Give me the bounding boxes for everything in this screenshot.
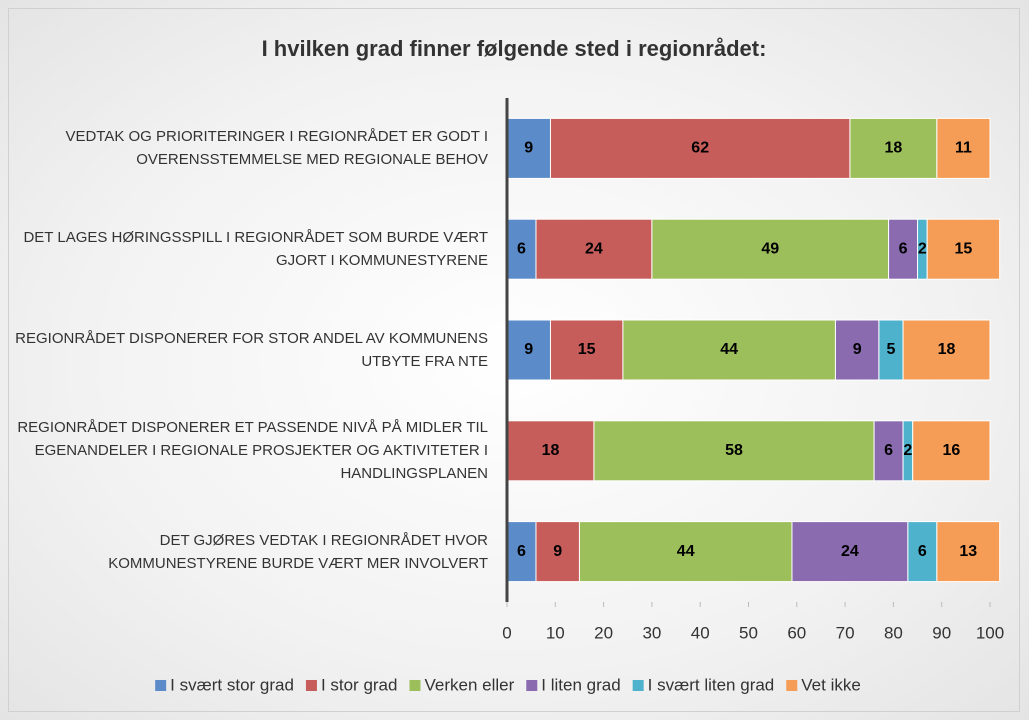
bar-segment: [791, 521, 909, 583]
x-tick-label: 80: [884, 623, 903, 642]
bar-segment: [593, 420, 875, 482]
legend-label: I svært liten grad: [648, 675, 775, 694]
bar-segment: [912, 420, 991, 482]
bar-segment: [849, 117, 938, 179]
legend-swatch: [632, 680, 644, 691]
data-label: 58: [725, 442, 743, 459]
category-text: DET LAGES HØRINGSSPILL I REGIONRÅDET SOM…: [23, 229, 488, 270]
legend-swatch: [786, 680, 798, 691]
bar-segment: [506, 117, 551, 179]
data-label: 5: [887, 341, 896, 358]
bar-segment: [907, 521, 938, 583]
x-tick-label: 70: [836, 623, 855, 642]
data-label: 2: [903, 442, 912, 459]
bar-segment: [651, 218, 890, 280]
x-tick-label: 100: [976, 623, 1004, 642]
data-label: 16: [942, 442, 960, 459]
data-label: 15: [578, 341, 596, 358]
data-label: 18: [938, 341, 956, 358]
x-tick-label: 60: [787, 623, 806, 642]
data-label: 44: [720, 341, 738, 358]
bar-segment: [926, 218, 1001, 280]
data-label: 18: [885, 140, 903, 157]
data-label: 9: [524, 140, 533, 157]
legend-label: Verken eller: [424, 675, 514, 694]
x-tick-label: 0: [502, 623, 511, 642]
bar-segment: [549, 319, 624, 381]
bar-segment: [902, 319, 991, 381]
bar-segment: [535, 521, 580, 583]
category-label: DET LAGES HØRINGSSPILL I REGIONRÅDET SOM…: [10, 199, 488, 299]
category-label: VEDTAK OG PRIORITERINGER I REGIONRÅDET E…: [10, 98, 488, 198]
legend-swatch: [409, 680, 421, 691]
data-label: 49: [761, 240, 779, 257]
category-label: DET GJØRES VEDTAK I REGIONRÅDET HVOR KOM…: [10, 502, 488, 602]
data-label: 24: [841, 543, 859, 560]
category-text: REGIONRÅDET DISPONERER FOR STOR ANDEL AV…: [15, 330, 488, 370]
chart-border: [8, 8, 1020, 712]
legend-label: Vet ikke: [801, 675, 861, 694]
data-label: 11: [955, 140, 972, 157]
bar-segment: [936, 117, 991, 179]
data-label: 6: [517, 240, 526, 257]
legend-swatch: [305, 680, 317, 691]
category-label: REGIONRÅDET DISPONERER FOR STOR ANDEL AV…: [10, 300, 488, 400]
bar-segment: [622, 319, 836, 381]
data-label: 9: [524, 341, 533, 358]
data-label: 2: [918, 240, 927, 257]
legend-swatch: [526, 680, 538, 691]
legend-label: I stor grad: [321, 675, 398, 694]
legend-label: I svært stor grad: [170, 675, 294, 694]
x-tick-label: 30: [642, 623, 661, 642]
data-label: 18: [542, 442, 560, 459]
bar-segment: [578, 521, 793, 583]
legend-label: I liten grad: [541, 675, 620, 694]
category-label: REGIONRÅDET DISPONERER ET PASSENDE NIVÅ …: [10, 401, 488, 501]
data-label: 6: [517, 543, 526, 560]
category-text: DET GJØRES VEDTAK I REGIONRÅDET HVOR KOM…: [108, 531, 488, 572]
bar-segment: [888, 218, 919, 280]
bar-segment: [873, 420, 904, 482]
bar-segment: [535, 218, 653, 280]
data-label: 6: [884, 442, 893, 459]
data-label: 6: [899, 240, 908, 257]
bar-segment: [936, 521, 1001, 583]
data-label: 62: [691, 140, 709, 157]
data-label: 13: [959, 543, 977, 560]
x-tick-label: 20: [594, 623, 613, 642]
x-tick-label: 10: [546, 623, 565, 642]
x-tick-label: 50: [739, 623, 758, 642]
legend-swatch: [155, 680, 167, 691]
data-label: 9: [853, 341, 862, 358]
category-text: VEDTAK OG PRIORITERINGER I REGIONRÅDET E…: [65, 128, 488, 169]
category-text: REGIONRÅDET DISPONERER ET PASSENDE NIVÅ …: [17, 419, 488, 483]
x-tick-label: 90: [932, 623, 951, 642]
chart-title: I hvilken grad finner følgende sted i re…: [262, 36, 767, 61]
x-tick-label: 40: [691, 623, 710, 642]
bar-segment: [549, 117, 851, 179]
data-label: 9: [553, 543, 562, 560]
bar-segment: [506, 521, 537, 583]
data-label: 15: [955, 240, 973, 257]
data-label: 44: [677, 543, 695, 560]
data-label: 6: [918, 543, 927, 560]
data-label: 24: [585, 240, 603, 257]
bar-segment: [878, 319, 904, 381]
